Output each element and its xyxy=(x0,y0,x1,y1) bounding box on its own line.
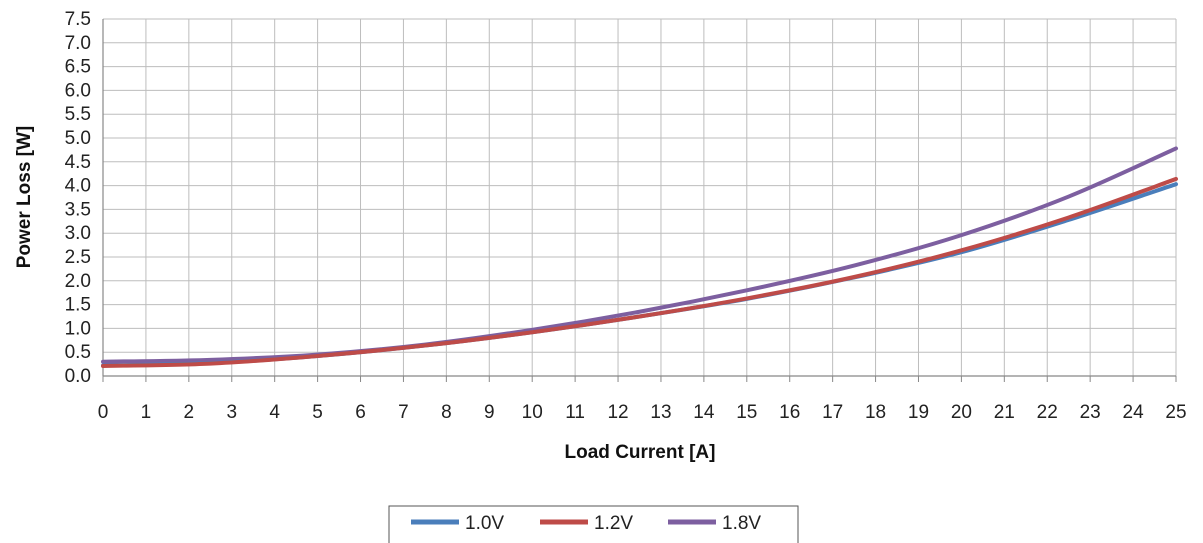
legend-label: 1.2V xyxy=(594,513,633,534)
y-tick-label: 4.0 xyxy=(65,176,91,197)
series-line-1-2V xyxy=(101,176,1178,368)
y-tick-label: 1.0 xyxy=(65,318,91,339)
x-tick-label: 14 xyxy=(693,402,715,423)
x-tick-label: 13 xyxy=(650,402,671,423)
legend-label: 1.8V xyxy=(722,513,761,534)
y-tick-label: 6.0 xyxy=(65,80,91,101)
x-tick-label: 24 xyxy=(1123,402,1145,423)
x-tick-label: 11 xyxy=(565,402,585,423)
x-tick-label: 17 xyxy=(822,402,843,423)
x-tick-label: 16 xyxy=(779,402,800,423)
y-tick-label: 6.5 xyxy=(65,57,91,78)
y-tick-label: 0.0 xyxy=(65,366,91,387)
y-tick-label: 2.5 xyxy=(65,247,91,268)
y-tick-label: 7.0 xyxy=(65,33,91,54)
y-tick-label: 3.0 xyxy=(65,223,91,244)
x-tick-label: 21 xyxy=(994,402,1015,423)
x-tick-label: 20 xyxy=(951,402,972,423)
x-tick-label: 9 xyxy=(484,402,495,423)
x-tick-label: 7 xyxy=(398,402,409,423)
x-tick-label: 25 xyxy=(1165,402,1186,423)
y-tick-label: 1.5 xyxy=(65,295,91,316)
y-tick-label: 3.5 xyxy=(65,199,91,220)
y-tick-label: 0.5 xyxy=(65,342,91,363)
x-tick-label: 23 xyxy=(1080,402,1101,423)
x-tick-label: 15 xyxy=(736,402,757,423)
y-axis-title: Power Loss [W] xyxy=(14,126,35,269)
x-tick-label: 22 xyxy=(1037,402,1058,423)
x-tick-label: 8 xyxy=(441,402,452,423)
x-tick-label: 1 xyxy=(141,402,152,423)
series-line-1-0V xyxy=(101,182,1178,368)
x-tick-label: 2 xyxy=(184,402,195,423)
x-tick-label: 19 xyxy=(908,402,929,423)
legend: 1.0V 1.2V 1.8V xyxy=(388,505,799,543)
grid xyxy=(102,18,1177,382)
x-axis-ticks: 0 1 2 3 4 5 6 7 8 9 10 11 12 13 14 15 16 17 18 19 20 21 22 23 24… xyxy=(98,402,1187,423)
series-line-1-8V xyxy=(101,146,1178,364)
x-tick-label: 0 xyxy=(98,402,109,423)
legend-items: 1.0V 1.2V 1.8V xyxy=(411,513,761,534)
y-tick-label: 4.5 xyxy=(65,152,91,173)
legend-label: 1.0V xyxy=(465,513,504,534)
x-tick-label: 5 xyxy=(312,402,323,423)
x-tick-label: 3 xyxy=(226,402,237,423)
x-tick-label: 18 xyxy=(865,402,886,423)
x-tick-label: 4 xyxy=(269,402,280,423)
x-tick-label: 10 xyxy=(522,402,543,423)
x-tick-label: 6 xyxy=(355,402,366,423)
x-tick-label: 12 xyxy=(607,402,628,423)
series-lines xyxy=(101,146,1178,368)
y-tick-label: 2.0 xyxy=(65,271,91,292)
y-tick-label: 5.0 xyxy=(65,128,91,149)
x-axis-title: Load Current [A] xyxy=(565,442,716,463)
y-axis-ticks: 0.0 0.5 1.01.5 2.0 2.5 3.0 3.54.0 4.5 5.0 5.5 6.06… xyxy=(65,9,91,387)
y-tick-label: 5.5 xyxy=(65,104,91,125)
y-tick-label: 7.5 xyxy=(65,9,91,30)
